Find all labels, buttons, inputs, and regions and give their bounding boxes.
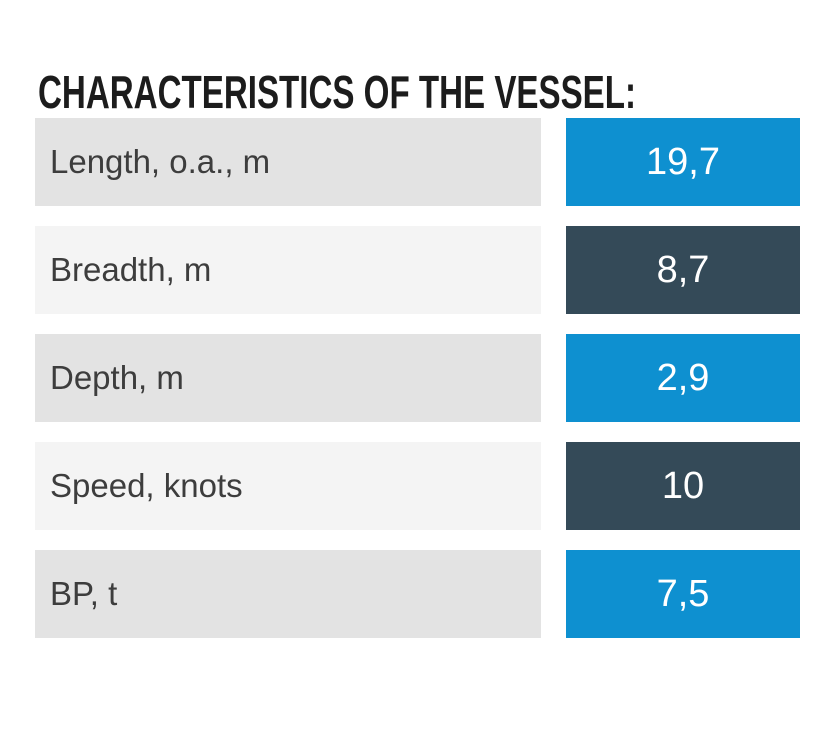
table-row: Length, o.a., m 19,7 — [35, 118, 800, 206]
spec-label: Length, o.a., m — [35, 118, 541, 206]
spec-label: Breadth, m — [35, 226, 541, 314]
spec-label: BP, t — [35, 550, 541, 638]
table-row: BP, t 7,5 — [35, 550, 800, 638]
spec-label: Speed, knots — [35, 442, 541, 530]
spec-label: Depth, m — [35, 334, 541, 422]
table-row: Speed, knots 10 — [35, 442, 800, 530]
page-title: CHARACTERISTICS OF THE VESSEL: — [38, 65, 637, 118]
characteristics-table: Length, o.a., m 19,7 Breadth, m 8,7 Dept… — [35, 118, 800, 658]
spec-value: 19,7 — [566, 118, 800, 206]
table-row: Breadth, m 8,7 — [35, 226, 800, 314]
table-row: Depth, m 2,9 — [35, 334, 800, 422]
spec-value: 2,9 — [566, 334, 800, 422]
spec-value: 8,7 — [566, 226, 800, 314]
spec-value: 7,5 — [566, 550, 800, 638]
spec-value: 10 — [566, 442, 800, 530]
